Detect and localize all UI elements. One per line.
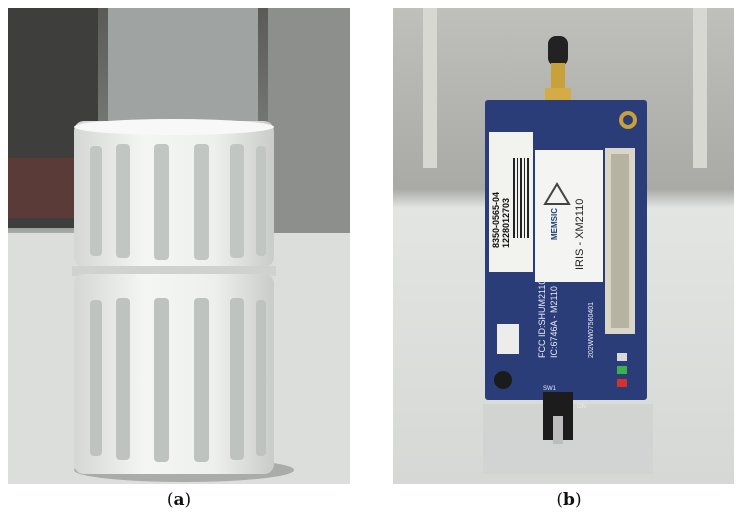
barcode-sticker (489, 132, 533, 272)
sticker-line1: 8350-0565-04 (491, 192, 501, 248)
on-label: ON (577, 404, 586, 410)
caption-a: (a) (166, 490, 192, 510)
caption-b: (b) (556, 490, 582, 510)
switch-label: SW1 (543, 386, 557, 392)
sticker-line2: 1228012703 (501, 198, 511, 248)
sensor-board-image: 8350-0565-04 1228012703 MEMSIC IRIS - XM… (393, 8, 734, 484)
fcc-text: FCC ID:SHUM2110 (537, 280, 547, 358)
model-text: IRIS - XM2110 (574, 199, 586, 270)
photo-sensor-board: 8350-0565-04 1228012703 MEMSIC IRIS - XM… (393, 8, 734, 484)
product-label (535, 150, 603, 282)
printed-enclosure-image (8, 8, 350, 484)
photo-printed-enclosure (8, 8, 350, 484)
reg-text: 202WW07560401 (588, 302, 595, 358)
ic-text: IC:6746A - M2110 (549, 286, 559, 358)
brand-text: MEMSIC (550, 208, 559, 240)
